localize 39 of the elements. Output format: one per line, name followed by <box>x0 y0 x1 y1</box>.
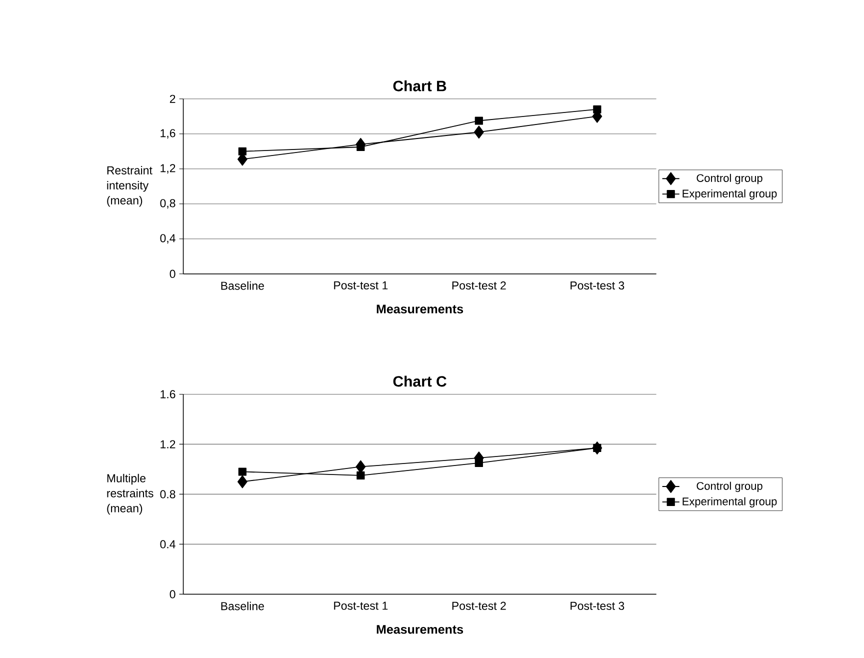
point <box>474 126 484 139</box>
y-axis-title: Multiple restraints (mean) <box>107 474 154 515</box>
y-tick-label: 0 <box>170 590 176 598</box>
x-tick-label: Post-test 3 <box>570 602 624 610</box>
y-tick-label: 0 <box>170 270 176 278</box>
x-tick-label: Post-test 3 <box>570 281 624 290</box>
y-tick-label: 1,2 <box>160 164 176 174</box>
point <box>238 468 246 476</box>
y-tick-label: 2 <box>170 94 176 103</box>
x-tick-label: Post-test 1 <box>334 281 388 290</box>
x-tick-label: Post-test 2 <box>452 281 506 290</box>
chart-title: Chart B <box>393 80 446 92</box>
x-tick-label: Baseline <box>221 602 264 610</box>
point <box>237 475 248 488</box>
x-tick-label: Baseline <box>221 281 264 290</box>
x-tick-label: Post-test 1 <box>334 602 388 610</box>
y-axis-title: Restraint intensity (mean) <box>107 166 152 207</box>
legend-label: Experimental group <box>682 497 777 508</box>
point <box>593 105 602 114</box>
x-axis-title: Measurements <box>376 625 464 634</box>
y-tick-label: 1,6 <box>160 129 176 139</box>
x-tick-label: Post-test 2 <box>452 602 506 610</box>
y-tick-label: 0.8 <box>160 490 176 498</box>
chart-title: Chart C <box>393 376 446 387</box>
y-tick-label: 0,4 <box>160 234 176 244</box>
point <box>474 458 483 468</box>
point <box>356 471 365 480</box>
legend-label: Control group <box>696 482 762 492</box>
point <box>356 460 366 474</box>
legend-label: Experimental group <box>682 189 777 200</box>
y-tick-label: 1.6 <box>160 390 176 398</box>
point <box>474 116 483 125</box>
y-tick-label: 0,8 <box>160 199 176 209</box>
legend-label: Control group <box>696 174 762 184</box>
point <box>238 147 246 156</box>
y-tick-label: 1.2 <box>160 440 176 448</box>
point <box>356 142 365 152</box>
x-axis-title: Measurements <box>376 304 464 314</box>
y-tick-label: 0.4 <box>160 540 176 548</box>
